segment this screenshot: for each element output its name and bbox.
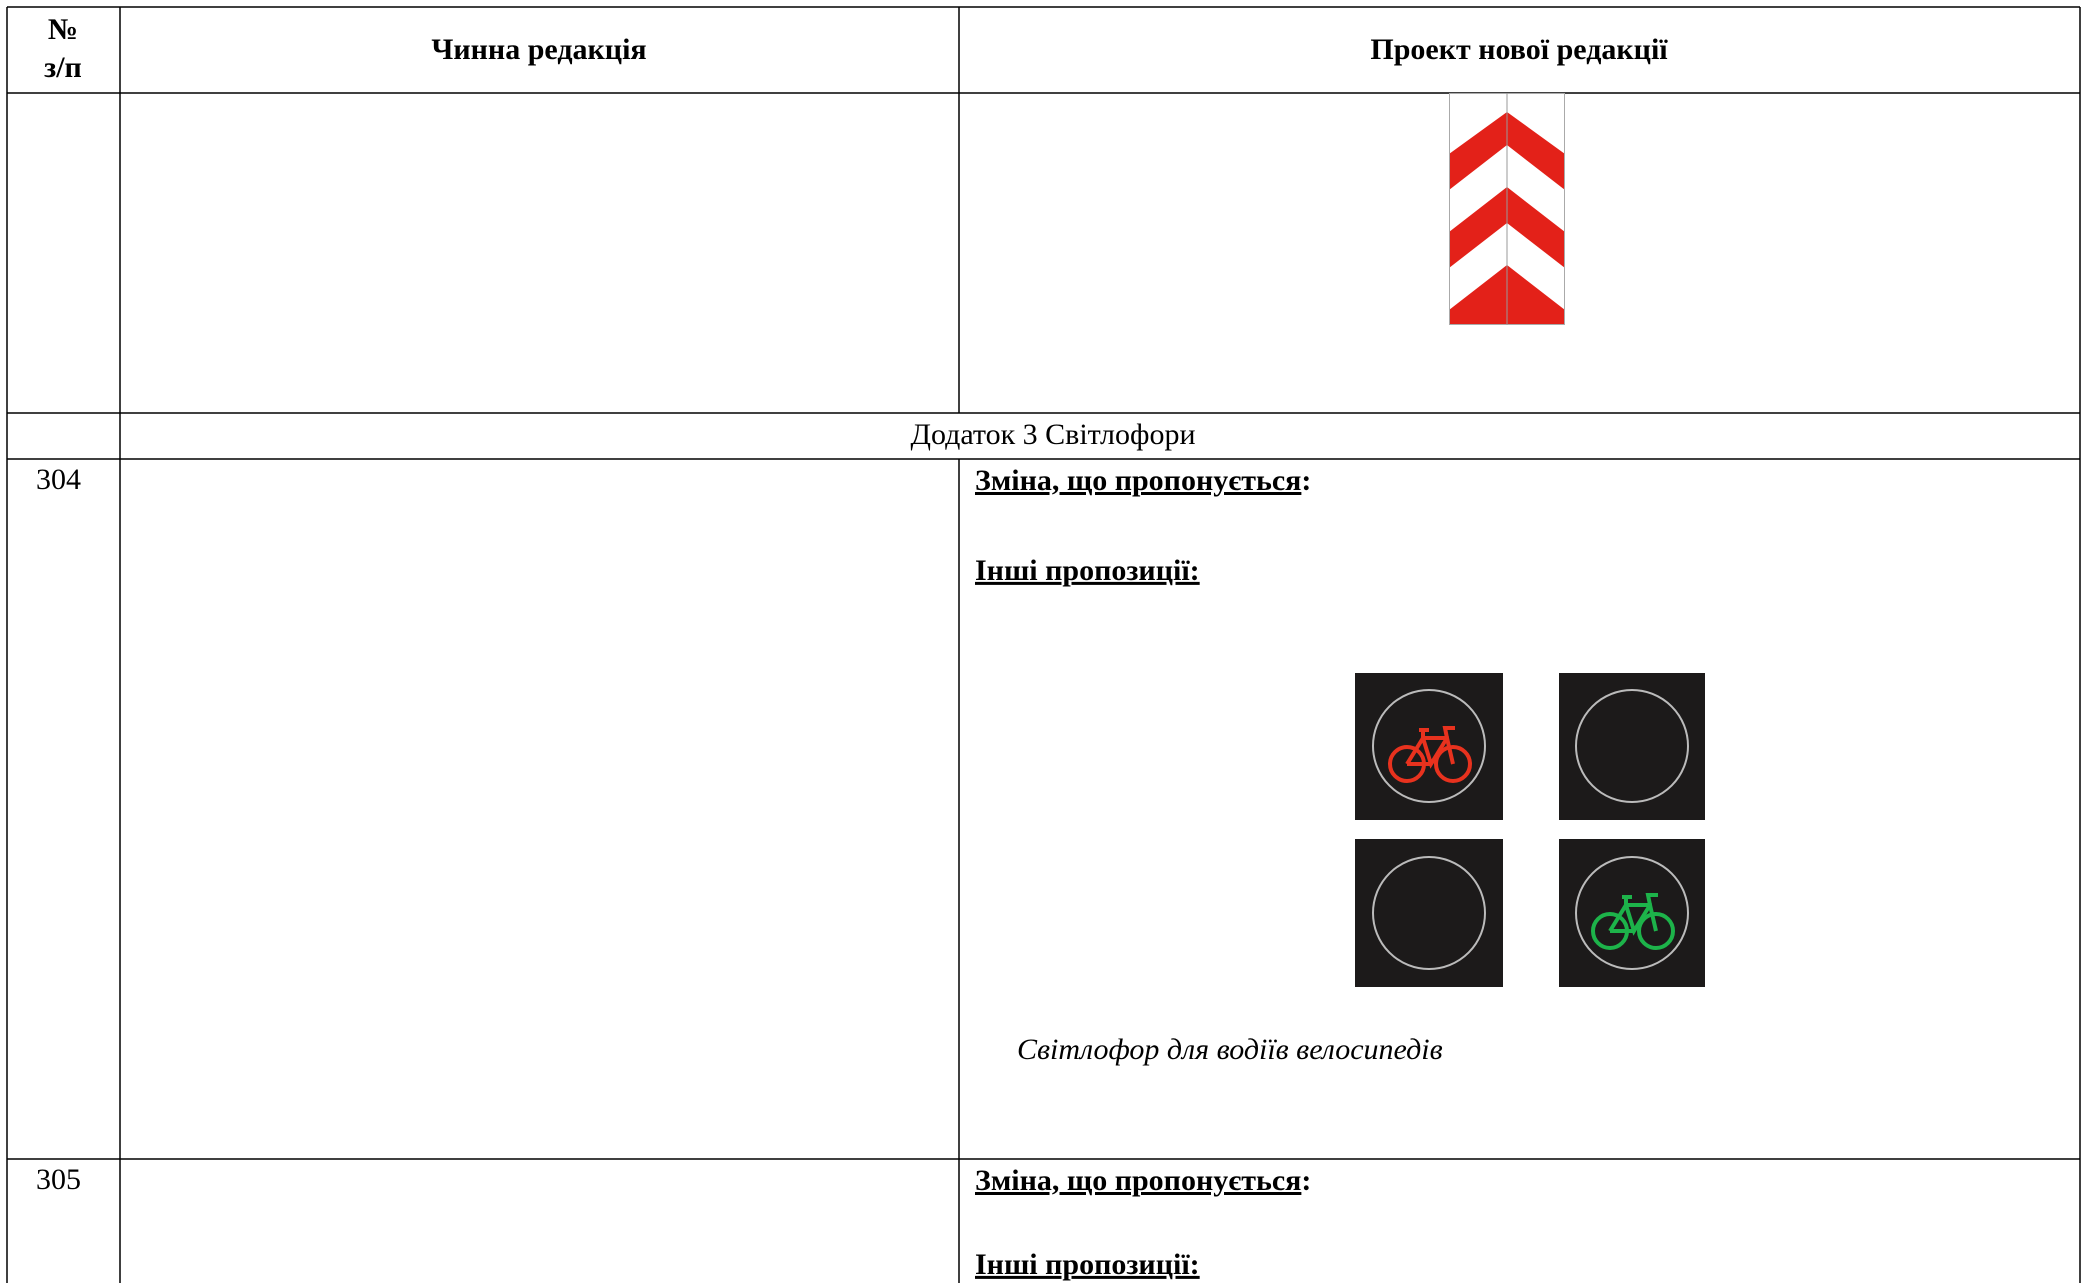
header-number: №: [48, 13, 78, 46]
change-label-text: Зміна, що пропонується: [975, 1164, 1301, 1197]
header-number: з/п: [44, 51, 82, 84]
change-label-text: Зміна, що пропонується: [975, 464, 1301, 497]
change-label-colon: :: [1301, 1164, 1311, 1197]
caption: Світлофор для водіїв велосипедів: [1017, 1033, 1443, 1066]
change-label: Зміна, що пропонується:: [975, 464, 1311, 497]
other-label: Інші пропозиції:: [975, 1248, 1200, 1281]
bicycle-traffic-light: [1355, 673, 1705, 987]
table-grid: [6, 6, 2081, 1283]
row-number: 304: [36, 463, 81, 496]
row-number: 305: [36, 1163, 81, 1196]
change-label: Зміна, що пропонується:: [975, 1164, 1311, 1197]
header-proposed: Проект нової редакції: [1370, 33, 1668, 66]
other-label: Інші пропозиції:: [975, 554, 1200, 587]
header-current: Чинна редакція: [431, 33, 646, 66]
section-title: Додаток 3 Світлофори: [910, 418, 1195, 451]
chevron-sign: [1449, 93, 1565, 325]
change-label-colon: :: [1301, 464, 1311, 497]
